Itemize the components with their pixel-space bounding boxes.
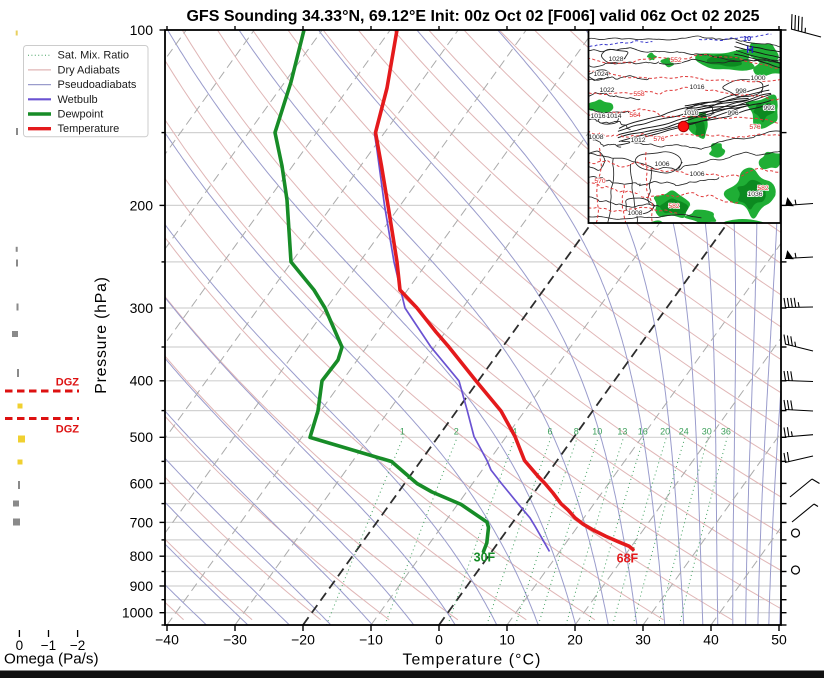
svg-text:200: 200 — [130, 197, 154, 213]
svg-text:1010: 1010 — [683, 110, 698, 117]
svg-text:576: 576 — [653, 136, 665, 143]
svg-text:1024: 1024 — [593, 71, 608, 78]
svg-text:20: 20 — [660, 427, 670, 437]
svg-text:16: 16 — [638, 427, 648, 437]
svg-text:500: 500 — [130, 429, 154, 445]
svg-text:1000: 1000 — [750, 75, 765, 82]
svg-text:400: 400 — [130, 373, 154, 389]
svg-text:700: 700 — [130, 514, 154, 530]
svg-text:1012: 1012 — [630, 137, 645, 144]
svg-text:1016: 1016 — [590, 113, 605, 120]
svg-text:1006: 1006 — [654, 161, 669, 168]
svg-text:570: 570 — [594, 178, 606, 185]
svg-text:1036: 1036 — [747, 191, 762, 198]
svg-text:300: 300 — [130, 300, 154, 316]
svg-text:40: 40 — [703, 632, 719, 648]
svg-text:1000: 1000 — [122, 605, 153, 621]
svg-text:600: 600 — [130, 475, 154, 491]
svg-text:−20: −20 — [291, 632, 315, 648]
svg-text:6: 6 — [547, 427, 552, 437]
svg-text:24: 24 — [679, 427, 689, 437]
svg-text:DGZ: DGZ — [56, 424, 80, 436]
svg-text:576: 576 — [749, 124, 761, 131]
svg-text:Pseudoadiabats: Pseudoadiabats — [58, 79, 137, 91]
svg-text:Dry Adiabats: Dry Adiabats — [58, 64, 121, 76]
svg-text:1014: 1014 — [606, 113, 621, 120]
svg-text:992: 992 — [763, 105, 775, 112]
svg-text:−10: −10 — [359, 632, 383, 648]
svg-text:10: 10 — [592, 427, 602, 437]
svg-text:582: 582 — [668, 203, 680, 210]
svg-text:GFS Sounding 34.33°N, 69.12°E: GFS Sounding 34.33°N, 69.12°E Init: 00z … — [186, 8, 759, 25]
svg-text:582: 582 — [757, 185, 769, 192]
svg-text:13: 13 — [617, 427, 627, 437]
svg-text:36: 36 — [721, 427, 731, 437]
svg-text:−30: −30 — [223, 632, 247, 648]
svg-text:DGZ: DGZ — [56, 377, 80, 389]
svg-text:Temperature (°C): Temperature (°C) — [403, 652, 542, 669]
svg-text:Omega (Pa/s): Omega (Pa/s) — [4, 651, 99, 668]
svg-text:0: 0 — [435, 632, 443, 648]
svg-text:−40: −40 — [155, 632, 179, 648]
svg-text:800: 800 — [130, 548, 154, 564]
svg-text:Wetbulb: Wetbulb — [58, 94, 98, 106]
svg-text:30F: 30F — [474, 551, 496, 565]
svg-text:1028: 1028 — [608, 56, 623, 63]
svg-text:1: 1 — [400, 427, 405, 437]
svg-text:10: 10 — [499, 632, 515, 648]
svg-text:558: 558 — [633, 91, 645, 98]
svg-text:30: 30 — [635, 632, 651, 648]
svg-text:Pressure (hPa): Pressure (hPa) — [93, 276, 110, 393]
svg-text:10: 10 — [743, 34, 751, 43]
svg-text:1006: 1006 — [689, 171, 704, 178]
svg-text:2: 2 — [454, 427, 459, 437]
svg-text:20: 20 — [567, 632, 583, 648]
svg-text:552: 552 — [670, 57, 682, 64]
svg-text:Temperature: Temperature — [58, 123, 120, 135]
svg-text:Dewpoint: Dewpoint — [58, 109, 104, 121]
svg-text:1008: 1008 — [588, 134, 603, 141]
svg-text:68F: 68F — [617, 552, 639, 566]
svg-text:998: 998 — [735, 88, 747, 95]
svg-text:50: 50 — [771, 632, 787, 648]
svg-text:1008: 1008 — [627, 210, 642, 217]
svg-text:100: 100 — [130, 22, 154, 38]
svg-text:8: 8 — [574, 427, 579, 437]
svg-text:996: 996 — [727, 110, 739, 117]
svg-text:Sat. Mix. Ratio: Sat. Mix. Ratio — [58, 50, 130, 62]
svg-text:1016: 1016 — [689, 84, 704, 91]
svg-text:1022: 1022 — [599, 87, 614, 94]
svg-text:H: H — [746, 44, 754, 56]
svg-text:900: 900 — [130, 578, 154, 594]
svg-text:30: 30 — [702, 427, 712, 437]
svg-text:564: 564 — [629, 112, 641, 119]
